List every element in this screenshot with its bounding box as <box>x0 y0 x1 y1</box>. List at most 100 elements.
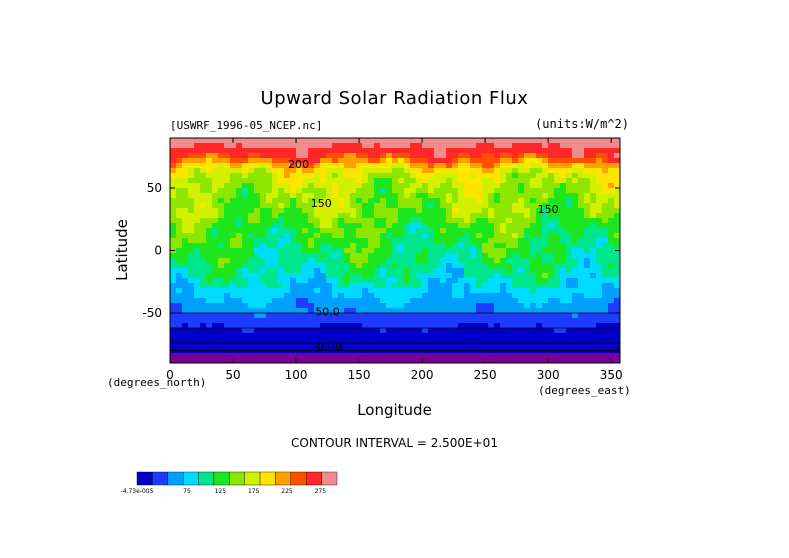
heatmap-cell <box>410 138 417 144</box>
heatmap-cell <box>542 263 549 269</box>
heatmap-cell <box>200 208 207 214</box>
heatmap-cell <box>326 313 333 319</box>
heatmap-cell <box>398 188 405 194</box>
heatmap-cell <box>464 233 471 239</box>
heatmap-cell <box>344 293 351 299</box>
heatmap-cell <box>422 308 429 314</box>
heatmap-cell <box>224 238 231 244</box>
heatmap-cell <box>614 223 620 229</box>
heatmap-cell <box>212 153 219 159</box>
heatmap-cell <box>596 178 603 184</box>
heatmap-cell <box>194 338 201 344</box>
heatmap-cell <box>542 333 549 339</box>
heatmap-cell <box>368 338 375 344</box>
heatmap-cell <box>578 248 585 254</box>
heatmap-cell <box>578 258 585 264</box>
heatmap-cell <box>464 268 471 274</box>
heatmap-cell <box>302 248 309 254</box>
heatmap-cell <box>224 333 231 339</box>
heatmap-cell <box>548 278 555 284</box>
heatmap-cell <box>224 138 231 144</box>
heatmap-cell <box>182 303 189 309</box>
heatmap-cell <box>374 293 381 299</box>
heatmap-cell <box>182 288 189 294</box>
heatmap-cell <box>212 343 219 349</box>
heatmap-cell <box>488 283 495 289</box>
heatmap-cell <box>590 308 597 314</box>
heatmap-cell <box>440 243 447 249</box>
heatmap-cell <box>434 283 441 289</box>
heatmap-cell <box>170 243 177 249</box>
heatmap-cell <box>542 298 549 304</box>
heatmap-cell <box>566 358 573 363</box>
heatmap-cell <box>296 183 303 189</box>
heatmap-cell <box>266 168 273 174</box>
heatmap-cell <box>602 358 609 363</box>
heatmap-cell <box>500 158 507 164</box>
heatmap-cell <box>536 168 543 174</box>
heatmap-cell <box>206 283 213 289</box>
heatmap-cell <box>368 253 375 259</box>
heatmap-cell <box>530 198 537 204</box>
heatmap-cell <box>518 233 525 239</box>
heatmap-cell <box>344 263 351 269</box>
heatmap-cell <box>212 338 219 344</box>
heatmap-cell <box>224 143 231 149</box>
heatmap-cell <box>494 158 501 164</box>
heatmap-cell <box>530 288 537 294</box>
heatmap-cell <box>362 178 369 184</box>
heatmap-cell <box>242 158 249 164</box>
heatmap-cell <box>362 248 369 254</box>
heatmap-cell <box>416 248 423 254</box>
heatmap-cell <box>368 293 375 299</box>
heatmap-cell <box>560 273 567 279</box>
heatmap-cell <box>302 148 309 154</box>
heatmap-cell <box>494 183 501 189</box>
heatmap-cell <box>206 268 213 274</box>
heatmap-cell <box>446 293 453 299</box>
heatmap-cell <box>212 218 219 224</box>
heatmap-cell <box>416 143 423 149</box>
heatmap-cell <box>560 238 567 244</box>
heatmap-cell <box>560 258 567 264</box>
heatmap-cell <box>386 253 393 259</box>
heatmap-cell <box>242 338 249 344</box>
heatmap-cell <box>500 238 507 244</box>
colorbar-swatch <box>198 471 215 486</box>
heatmap-cell <box>200 263 207 269</box>
heatmap-cell <box>206 168 213 174</box>
heatmap-cell <box>398 198 405 204</box>
heatmap-cell <box>524 143 531 149</box>
heatmap-cell <box>590 318 597 324</box>
heatmap-cell <box>416 223 423 229</box>
heatmap-cell <box>578 278 585 284</box>
heatmap-cell <box>452 303 459 309</box>
heatmap-cell <box>614 173 620 179</box>
heatmap-cell <box>272 148 279 154</box>
heatmap-cell <box>524 183 531 189</box>
heatmap-cell <box>404 358 411 363</box>
heatmap-cell <box>176 183 183 189</box>
heatmap-cell <box>332 148 339 154</box>
heatmap-cell <box>200 258 207 264</box>
heatmap-cell <box>284 323 291 329</box>
heatmap-cell <box>404 198 411 204</box>
heatmap-cell <box>350 298 357 304</box>
heatmap-cell <box>602 353 609 359</box>
heatmap-cell <box>278 303 285 309</box>
heatmap-cell <box>518 258 525 264</box>
heatmap-cell <box>260 308 267 314</box>
heatmap-cell <box>260 263 267 269</box>
heatmap-cell <box>212 333 219 339</box>
heatmap-cell <box>500 253 507 259</box>
heatmap-cell <box>482 323 489 329</box>
heatmap-cell <box>344 323 351 329</box>
heatmap-cell <box>356 258 363 264</box>
heatmap-cell <box>614 343 620 349</box>
heatmap-cell <box>542 288 549 294</box>
heatmap-cell <box>284 293 291 299</box>
heatmap-cell <box>272 208 279 214</box>
heatmap-cell <box>332 278 339 284</box>
heatmap-cell <box>494 328 501 334</box>
heatmap-cell <box>260 293 267 299</box>
